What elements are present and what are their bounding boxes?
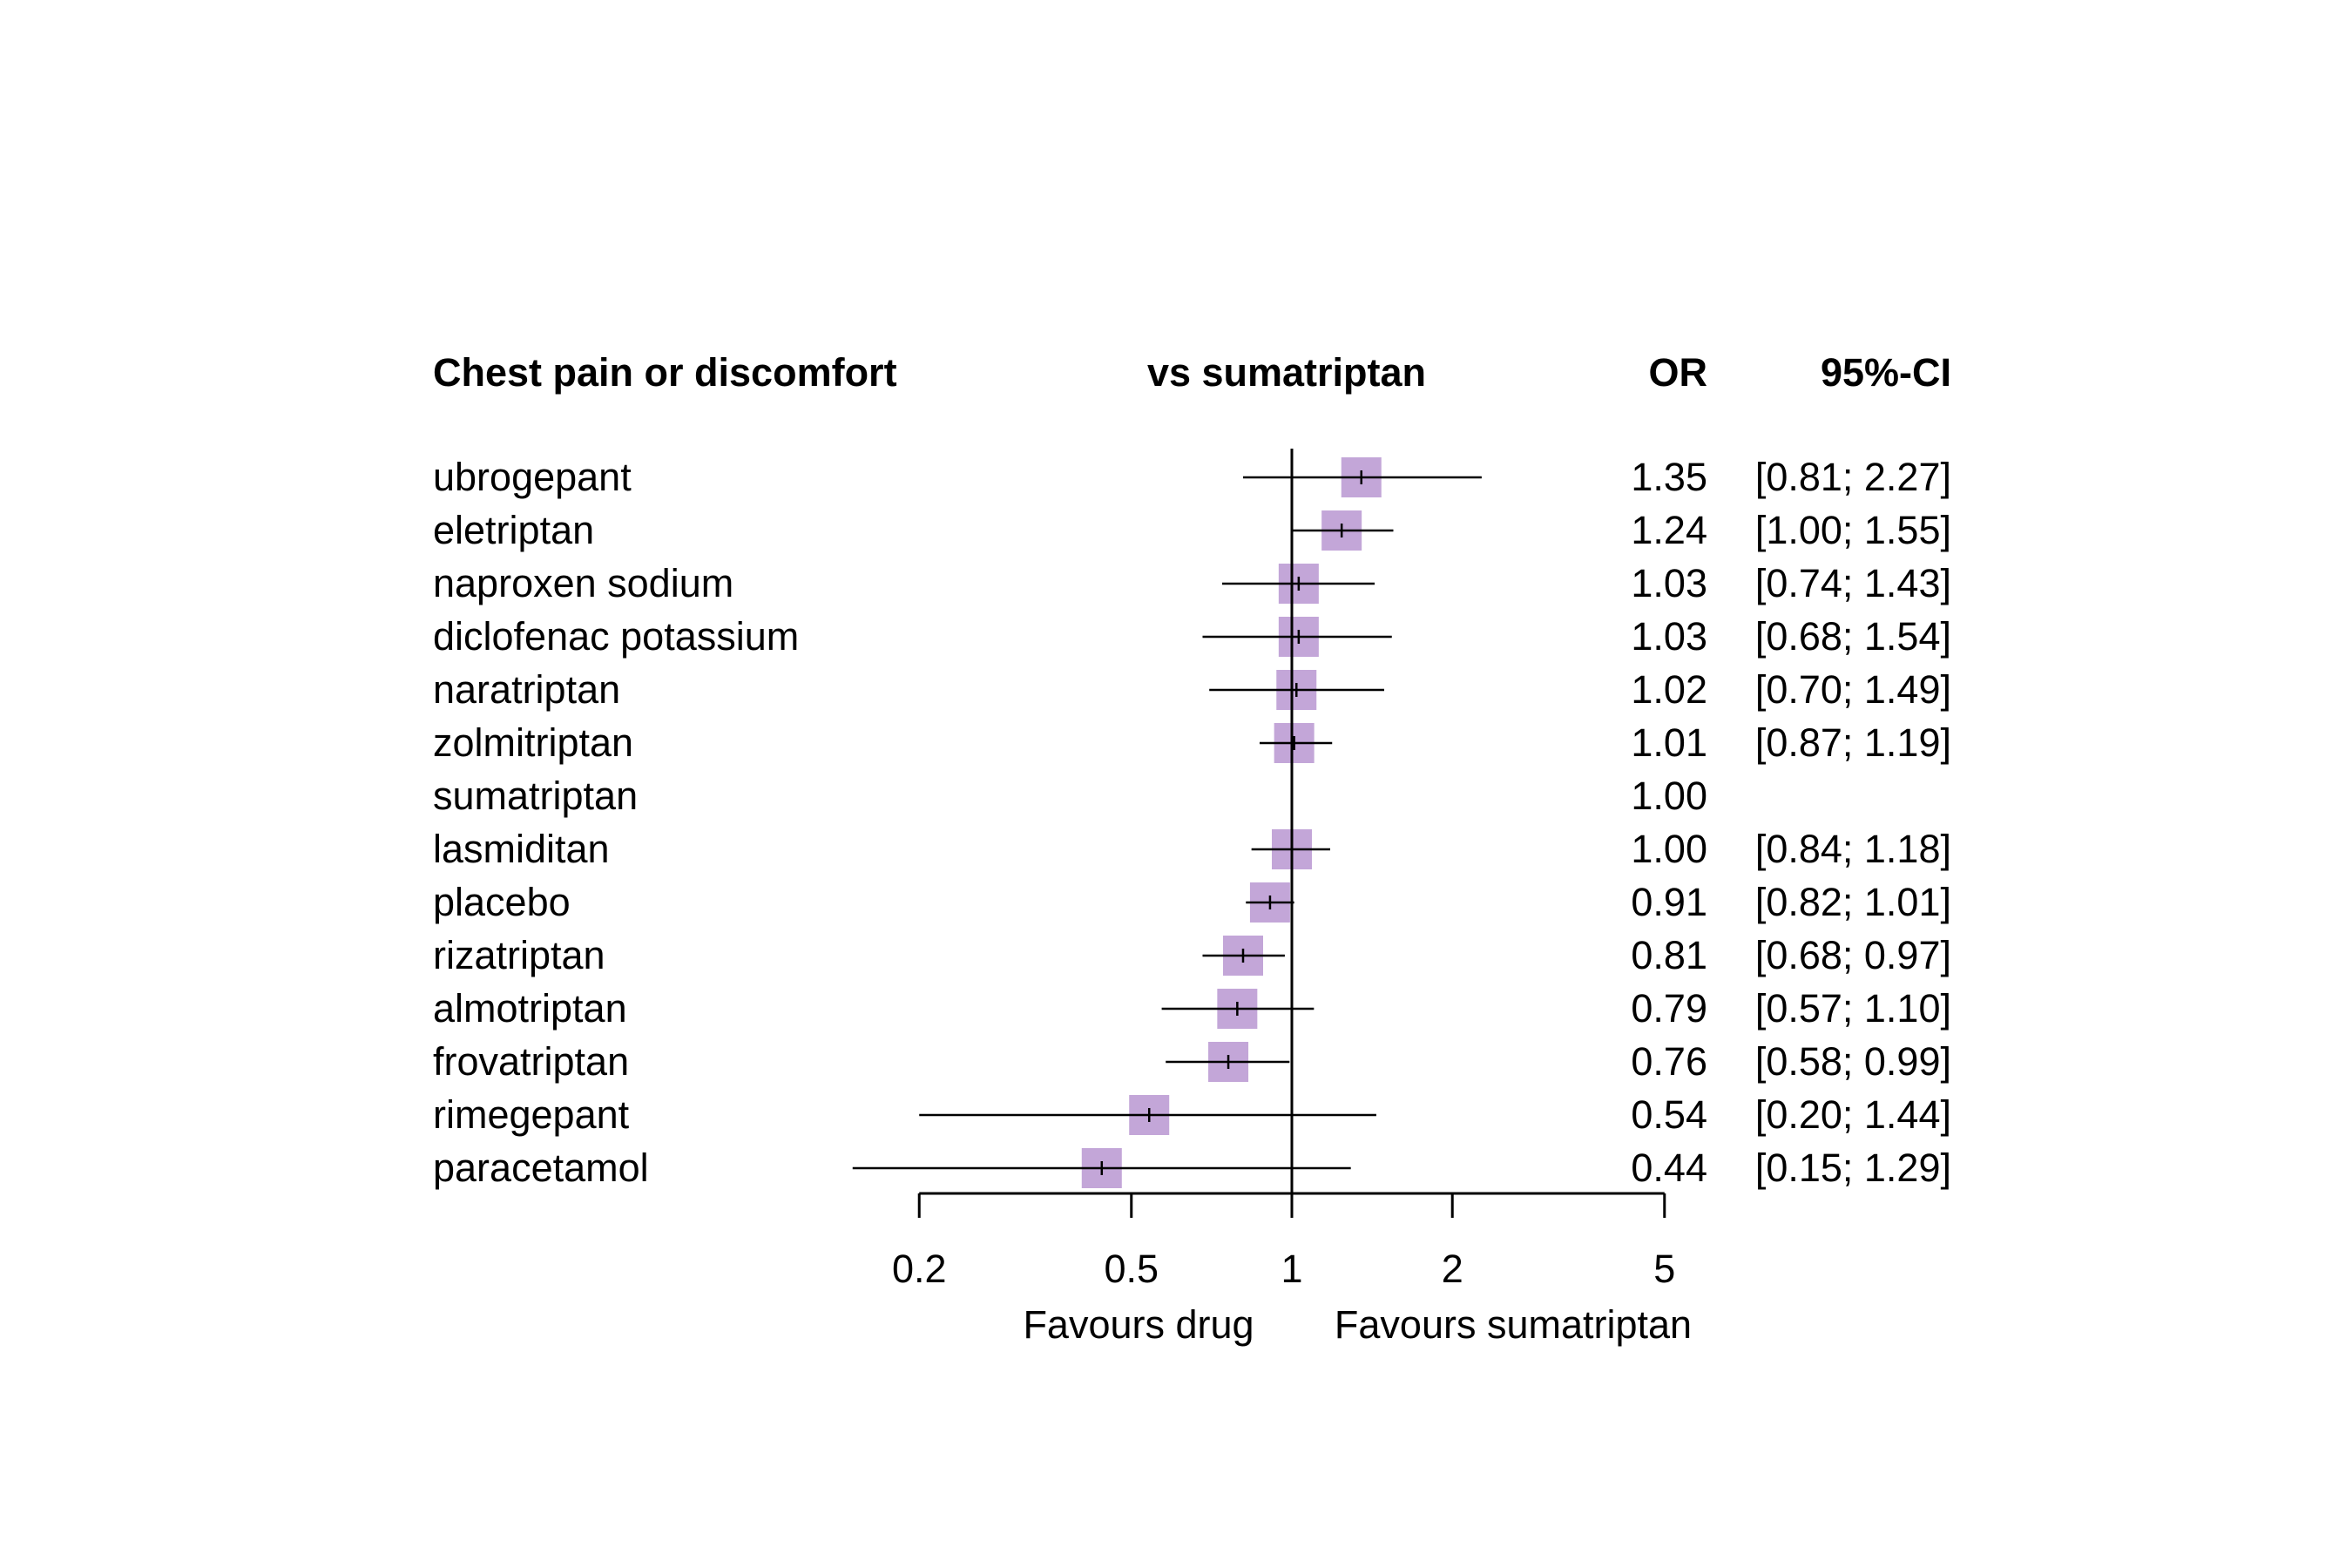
plot-title: Chest pain or discomfort (433, 350, 897, 395)
x-tick-label: 5 (1653, 1247, 1675, 1291)
or-column-header: OR (1649, 350, 1708, 395)
study-row: eletriptan 1.24 [1.00; 1.55] (433, 508, 1951, 552)
row-label: naproxen sodium (433, 561, 733, 605)
row-or-value: 0.54 (1631, 1092, 1707, 1137)
row-or-value: 1.01 (1631, 720, 1707, 765)
row-ci-value: [0.70; 1.49] (1755, 667, 1951, 712)
row-label: rizatriptan (433, 933, 605, 977)
row-or-value: 1.24 (1631, 508, 1707, 552)
row-label: placebo (433, 880, 571, 924)
row-label: sumatriptan (433, 774, 638, 818)
row-label: paracetamol (433, 1146, 649, 1190)
row-ci-value: [1.00; 1.55] (1755, 508, 1951, 552)
row-or-value: 0.91 (1631, 880, 1707, 924)
row-label: frovatriptan (433, 1039, 629, 1084)
row-ci-value: [0.15; 1.29] (1755, 1146, 1951, 1190)
row-ci-value: [0.57; 1.10] (1755, 986, 1951, 1031)
comparison-header: vs sumatriptan (1147, 350, 1426, 395)
row-or-value: 0.76 (1631, 1039, 1707, 1084)
favours-left-label: Favours drug (1023, 1302, 1254, 1347)
row-or-value: 1.02 (1631, 667, 1707, 712)
row-ci-value: [0.81; 2.27] (1755, 455, 1951, 499)
x-tick-label: 0.5 (1104, 1247, 1159, 1291)
row-label: almotriptan (433, 986, 627, 1031)
study-row: diclofenac potassium 1.03 [0.68; 1.54] (433, 614, 1951, 659)
row-ci-value: [0.68; 0.97] (1755, 933, 1951, 977)
row-label: naratriptan (433, 667, 620, 712)
row-ci-value: [0.84; 1.18] (1755, 827, 1951, 871)
study-row: rimegepant 0.54 [0.20; 1.44] (433, 1092, 1951, 1137)
row-ci-value: [0.82; 1.01] (1755, 880, 1951, 924)
ci-column-header: 95%-CI (1821, 350, 1951, 395)
study-row: naproxen sodium 1.03 [0.74; 1.43] (433, 561, 1951, 605)
row-or-value: 1.03 (1631, 614, 1707, 659)
row-ci-value: [0.68; 1.54] (1755, 614, 1951, 659)
row-ci-value: [0.74; 1.43] (1755, 561, 1951, 605)
study-row: placebo 0.91 [0.82; 1.01] (433, 880, 1951, 924)
row-label: zolmitriptan (433, 720, 633, 765)
row-or-value: 0.81 (1631, 933, 1707, 977)
study-row: ubrogepant 1.35 [0.81; 2.27] (433, 455, 1951, 499)
x-tick-label: 2 (1442, 1247, 1463, 1291)
row-or-value: 1.35 (1631, 455, 1707, 499)
row-ci-value: [0.58; 0.99] (1755, 1039, 1951, 1084)
row-label: eletriptan (433, 508, 594, 552)
row-label: rimegepant (433, 1092, 630, 1137)
row-or-value: 1.00 (1631, 774, 1707, 818)
x-axis: 0.2 0.5 1 2 5 (892, 1192, 1675, 1291)
row-ci-value: [0.20; 1.44] (1755, 1092, 1951, 1137)
row-or-value: 0.79 (1631, 986, 1707, 1031)
x-tick-label: 1 (1281, 1247, 1302, 1291)
x-tick-label: 0.2 (892, 1247, 947, 1291)
row-label: ubrogepant (433, 455, 632, 499)
study-row: naratriptan 1.02 [0.70; 1.49] (433, 667, 1951, 712)
row-label: lasmiditan (433, 827, 610, 871)
row-or-value: 1.00 (1631, 827, 1707, 871)
study-row: rizatriptan 0.81 [0.68; 0.97] (433, 933, 1951, 977)
study-row: zolmitriptan 1.01 [0.87; 1.19] (433, 720, 1951, 765)
favours-right-label: Favours sumatriptan (1335, 1302, 1692, 1347)
row-or-value: 1.03 (1631, 561, 1707, 605)
row-ci-value: [0.87; 1.19] (1755, 720, 1951, 765)
study-row: paracetamol 0.44 [0.15; 1.29] (433, 1146, 1951, 1190)
row-or-value: 0.44 (1631, 1146, 1707, 1190)
row-label: diclofenac potassium (433, 614, 799, 659)
study-rows: ubrogepant 1.35 [0.81; 2.27] eletriptan 1.24… (433, 455, 1951, 1190)
study-row: sumatriptan 1.00 (433, 774, 1707, 818)
study-row: frovatriptan 0.76 [0.58; 0.99] (433, 1039, 1951, 1084)
study-row: almotriptan 0.79 [0.57; 1.10] (433, 986, 1951, 1031)
